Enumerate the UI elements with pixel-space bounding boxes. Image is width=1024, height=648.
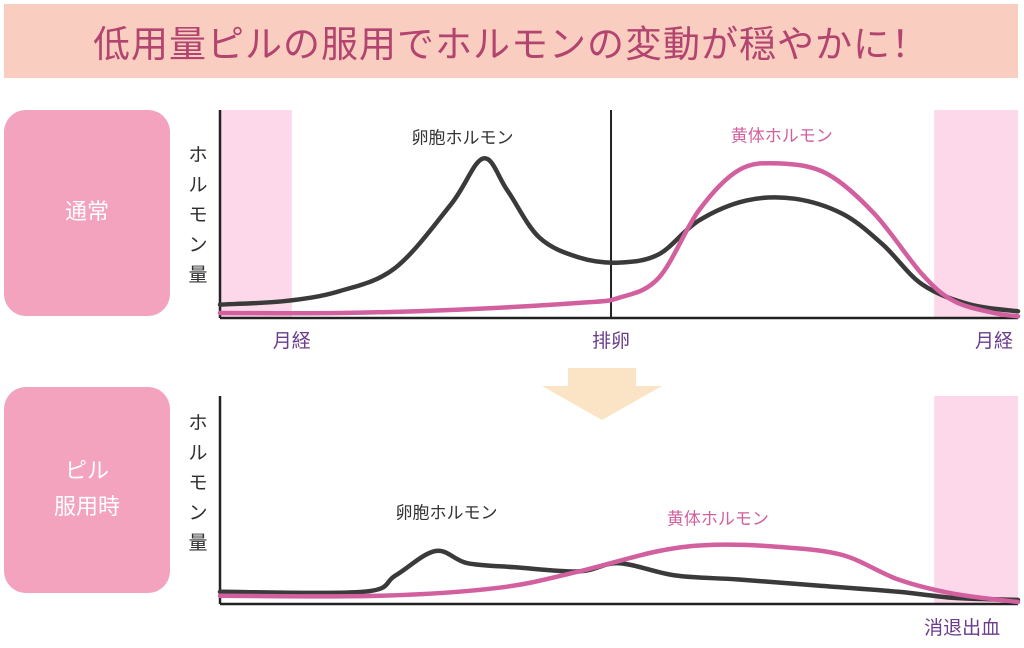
series-label-0-1: 黄体ホルモン xyxy=(731,127,833,147)
series-label-1-0: 卵胞ホルモン xyxy=(396,503,498,523)
period-band-0-1 xyxy=(934,110,1018,318)
x-label-0-1: 排卵 xyxy=(592,330,630,352)
series-label-1-1: 黄体ホルモン xyxy=(667,509,769,529)
x-label-0-2: 月経 xyxy=(975,330,1013,352)
series-label-0-0: 卵胞ホルモン xyxy=(412,128,514,148)
series-line-1-0 xyxy=(220,551,1018,600)
period-band-0-0 xyxy=(220,110,292,318)
period-band-1-0 xyxy=(934,396,1018,604)
series-line-0-0 xyxy=(220,158,1018,311)
x-label-0-0: 月経 xyxy=(273,330,311,352)
x-label-1-0: 消退出血 xyxy=(924,617,1000,639)
